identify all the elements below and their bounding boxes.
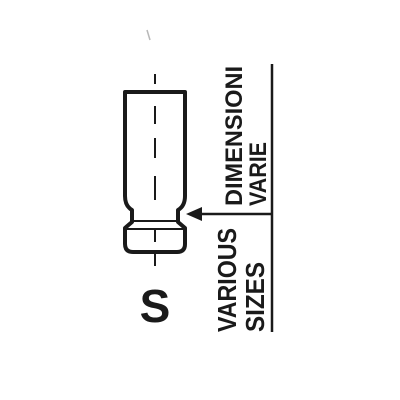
label-dimensioni: DIMENSIONI	[221, 66, 248, 206]
label-sizes: SIZES	[240, 262, 270, 332]
label-varie: VARIE	[245, 142, 272, 206]
part-code-label: S	[140, 280, 171, 332]
stray-mark	[146, 29, 151, 41]
left-arrow-icon	[186, 207, 202, 221]
valve-stem-outline	[123, 90, 187, 254]
label-various: VARIOUS	[212, 228, 242, 332]
